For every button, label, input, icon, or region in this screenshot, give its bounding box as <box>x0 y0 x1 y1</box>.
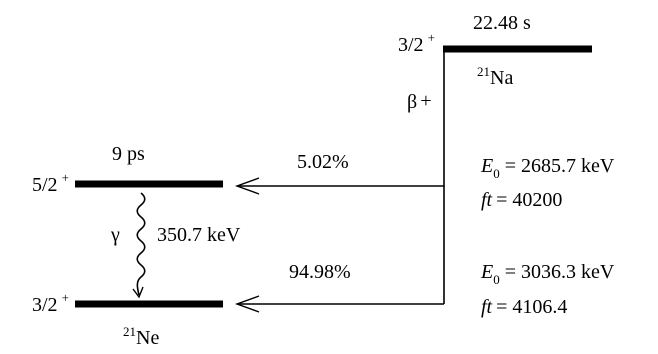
gamma-energy: 350.7 keV <box>157 224 241 246</box>
branch-2-e0-symbol: E <box>480 261 493 283</box>
gamma-symbol: γ <box>110 224 120 246</box>
branch-2-e0: E0 = 3036.3 keV <box>480 261 615 287</box>
ground-spin: 3/2 <box>32 294 58 316</box>
parent-nuclide-label: 21Na <box>477 64 513 89</box>
ground-mass-number: 21 <box>123 324 136 339</box>
branch-1-ft-symbol: ft <box>481 189 493 211</box>
parent-spin: 3/2 <box>398 34 424 56</box>
parent-half-life: 22.48 s <box>473 12 531 34</box>
branch-2-intensity: 94.98% <box>289 261 351 283</box>
branch-2-ft-symbol: ft <box>481 296 493 318</box>
branch-2-e0-subscript: 0 <box>493 272 500 287</box>
ground-element: Ne <box>136 327 159 349</box>
branch-2-e0-value: = 3036.3 keV <box>505 261 615 283</box>
branch-2-ft: ft = 4106.4 <box>481 296 567 318</box>
branch-1-intensity: 5.02% <box>297 151 349 173</box>
gamma-arrowhead <box>132 286 144 299</box>
ground-nuclide-label: 21Ne <box>123 324 159 349</box>
branch-2-arrowhead <box>234 295 260 313</box>
gamma-wavy-arrow <box>136 192 146 296</box>
parent-spin-label: 3/2 + <box>398 30 435 56</box>
branch-1-e0: E0 = 2685.7 keV <box>480 155 615 181</box>
decay-mode-label: β + <box>407 90 431 113</box>
branch-1-ft-value: = 40200 <box>496 189 562 211</box>
branch-1-e0-subscript: 0 <box>493 166 500 181</box>
branch-1-ft: ft = 40200 <box>481 189 562 211</box>
ground-parity: + <box>62 290 69 305</box>
excited-spin-label: 5/2 + <box>32 170 69 196</box>
parent-element: Na <box>490 67 513 89</box>
excited-parity: + <box>62 170 69 185</box>
ground-spin-label: 3/2 + <box>32 290 69 316</box>
branch-1-arrowhead <box>234 177 260 195</box>
decay-mode-sign: + <box>420 90 431 112</box>
branch-1-e0-symbol: E <box>480 155 493 177</box>
branch-1-e0-value: = 2685.7 keV <box>505 155 615 177</box>
decay-mode-symbol: β <box>407 91 417 113</box>
parent-parity: + <box>428 30 435 45</box>
parent-mass-number: 21 <box>477 64 490 79</box>
branch-2-ft-value: = 4106.4 <box>496 296 567 318</box>
excited-spin: 5/2 <box>32 174 58 196</box>
excited-half-life: 9 ps <box>112 143 145 165</box>
